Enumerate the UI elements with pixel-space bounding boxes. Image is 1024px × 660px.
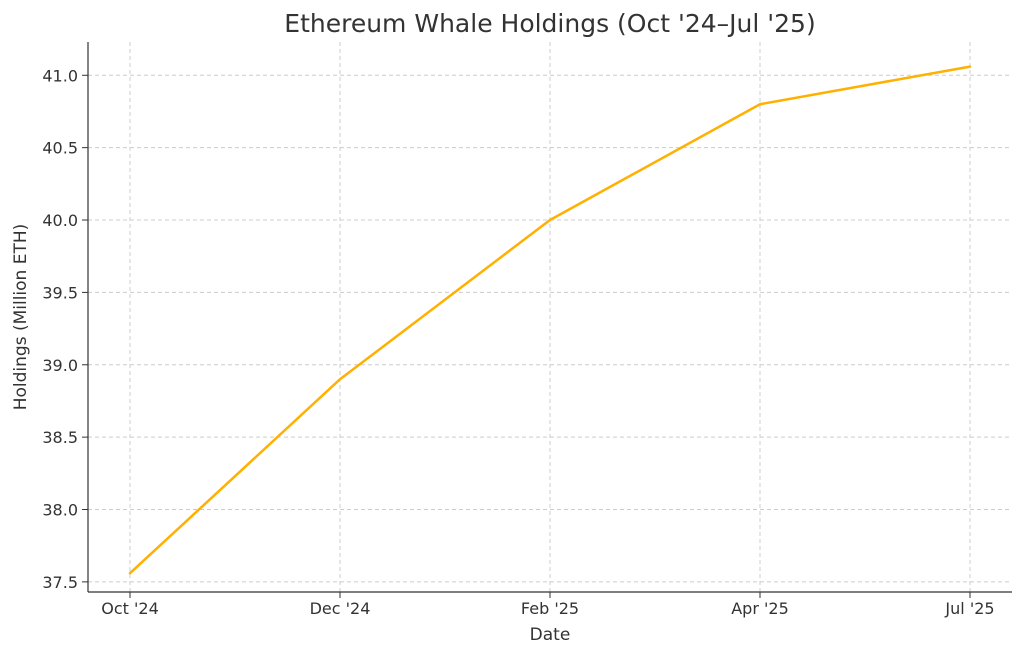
- x-axis-label: Date: [530, 625, 571, 645]
- y-tick-label: 38.5: [42, 428, 78, 447]
- y-tick-label: 40.5: [42, 139, 78, 158]
- x-tick-label: Dec '24: [310, 599, 371, 618]
- axes: [82, 42, 1012, 598]
- grid-lines: [88, 42, 1012, 592]
- y-tick-label: 37.5: [42, 573, 78, 592]
- chart-title: Ethereum Whale Holdings (Oct '24–Jul '25…: [284, 9, 815, 38]
- y-tick-label: 38.0: [42, 501, 78, 520]
- y-tick-label: 41.0: [42, 66, 78, 85]
- y-tick-label: 39.0: [42, 356, 78, 375]
- y-tick-label: 40.0: [42, 211, 78, 230]
- y-tick-label: 39.5: [42, 283, 78, 302]
- y-axis-label: Holdings (Million ETH): [11, 224, 31, 411]
- tick-labels: 37.5 38.0 38.5 39.0 39.5 40.0 40.5 41.0 Oct '24 D…: [42, 66, 994, 618]
- x-tick-label: Oct '24: [101, 599, 159, 618]
- x-tick-label: Jul '25: [944, 599, 994, 618]
- x-tick-label: Feb '25: [521, 599, 579, 618]
- x-tick-label: Apr '25: [731, 599, 789, 618]
